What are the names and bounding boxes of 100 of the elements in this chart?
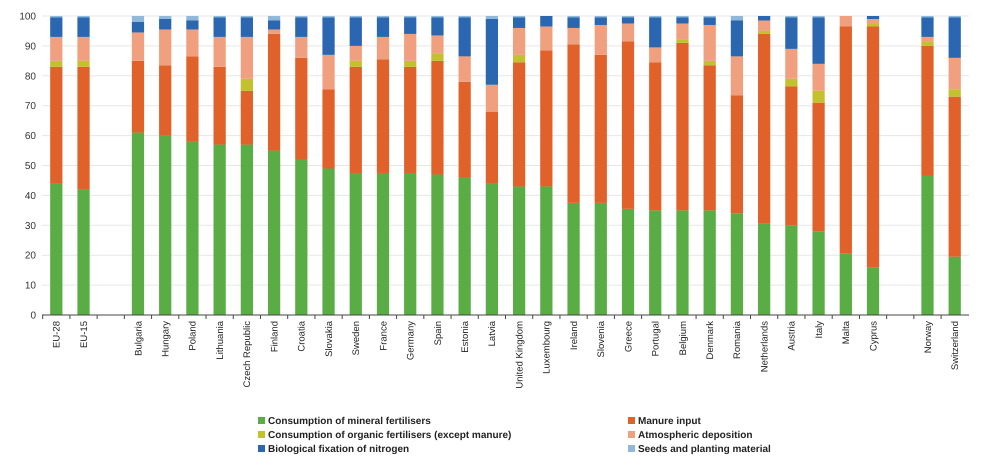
y-tick-label: 0 [30, 310, 36, 322]
bar [840, 254, 852, 315]
bar [322, 54, 335, 90]
bar [622, 23, 634, 42]
bar [730, 95, 744, 214]
bar [921, 36, 934, 42]
bar [159, 29, 172, 66]
x-tick-label: EU-28 [52, 321, 63, 348]
bar [567, 202, 580, 315]
x-tick-label: Belgium [678, 320, 689, 356]
bar [704, 65, 716, 210]
bar [948, 96, 961, 257]
bar [350, 46, 362, 61]
x-tick-label: Denmark [705, 320, 716, 360]
bar [159, 136, 172, 315]
bar [404, 60, 416, 67]
bar [622, 17, 634, 24]
x-tick-label: Poland [188, 321, 199, 351]
bar [350, 66, 362, 173]
bar [50, 17, 62, 37]
bar [649, 17, 662, 48]
legend-label: Consumption of organic fertilisers (except manure) [268, 430, 512, 441]
x-tick-label: EU-15 [78, 321, 90, 348]
bar [567, 44, 580, 203]
bar [704, 60, 716, 66]
bar [540, 26, 552, 50]
bar [866, 18, 880, 24]
bar [676, 40, 689, 43]
bar [132, 132, 144, 315]
bar [594, 54, 607, 203]
bar [785, 225, 798, 315]
bar [431, 60, 444, 174]
x-tick-label: Portugal [650, 321, 662, 356]
bar [486, 112, 498, 184]
bar [594, 17, 607, 25]
bar [758, 34, 770, 224]
x-tick-label: Malta [841, 320, 852, 344]
bar [921, 17, 934, 37]
y-tick-label: 80 [24, 71, 36, 82]
bar [458, 17, 471, 56]
bar [758, 30, 770, 34]
y-tick-label: 10 [24, 280, 36, 292]
bar [567, 28, 580, 44]
bar [785, 17, 798, 49]
bar [758, 16, 770, 20]
bar [486, 18, 498, 85]
bar [186, 29, 199, 56]
y-tick-label: 40 [24, 190, 36, 202]
bar [322, 168, 335, 315]
x-tick-label: Finland [269, 321, 280, 352]
x-tick-label: Croatia [296, 320, 308, 352]
bar [431, 174, 444, 315]
y-tick-label: 100 [19, 12, 36, 22]
bar [268, 16, 280, 20]
x-tick-label: France [378, 321, 390, 351]
x-tick-label: Estonia [460, 320, 471, 353]
bar [295, 160, 308, 315]
bar [186, 20, 199, 30]
bar [186, 142, 199, 315]
bar [214, 66, 226, 145]
bar [540, 186, 552, 315]
x-tick-label: Spain [432, 321, 444, 346]
bar [812, 90, 825, 103]
bar [214, 36, 226, 67]
bar [240, 78, 253, 91]
x-tick-label: Slovenia [596, 320, 608, 358]
bar [622, 208, 634, 315]
bar [812, 17, 825, 64]
bar [730, 16, 744, 20]
bar [567, 17, 580, 28]
bar [268, 20, 280, 30]
bar [866, 23, 880, 26]
legend-label: Biological fixation of nitrogen [268, 444, 410, 455]
x-tick-label: Norway [922, 320, 934, 354]
y-tick-label: 90 [24, 41, 36, 52]
legend-label: Consumption of mineral fertilisers [268, 416, 432, 427]
bar [186, 16, 199, 20]
bar [730, 213, 744, 315]
bar [840, 16, 852, 26]
bar [512, 17, 526, 28]
x-tick-label: Bulgaria [133, 320, 144, 356]
bar [486, 16, 498, 19]
bar [758, 224, 770, 315]
bar [649, 210, 662, 315]
bar [948, 17, 961, 58]
x-tick-label: United Kingdom [514, 320, 526, 389]
x-tick-label: Hungary [160, 320, 172, 357]
bar [376, 172, 390, 315]
x-tick-label: Switzerland [950, 321, 962, 370]
bar [186, 56, 199, 142]
bar [486, 84, 498, 112]
bar [866, 16, 880, 19]
bar [676, 17, 689, 24]
bar [240, 90, 253, 145]
bar [812, 231, 825, 315]
bar [540, 50, 552, 186]
bar [214, 17, 226, 37]
bar [77, 17, 90, 37]
x-tick-label: Ireland [568, 321, 580, 350]
bar [594, 202, 607, 315]
